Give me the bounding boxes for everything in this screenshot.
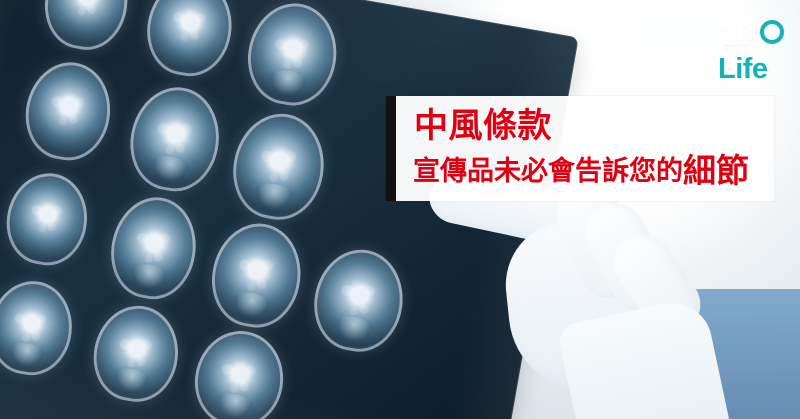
brain-scan (122, 80, 228, 198)
brain-scan (0, 166, 95, 272)
logo-number: 10 (722, 19, 784, 52)
brain-scan (0, 274, 80, 382)
headline-subtitle-emphasis: 細節 (683, 152, 749, 189)
headline-title: 中風條款 (414, 107, 552, 145)
headline-subtitle: 宣傳品未必會告訴您的細節 (413, 152, 749, 189)
brain-scan (37, 0, 136, 56)
headline-card: 中風條款 宣傳品未必會告訴您的細節 (386, 96, 774, 201)
xray-film (0, 0, 579, 419)
logo-circle-icon (759, 20, 784, 44)
brain-scan (86, 299, 186, 409)
brain-scan (139, 0, 240, 83)
logo-top-text: 10 (722, 19, 753, 52)
brain-scan (225, 106, 333, 227)
brain-scan (204, 216, 309, 335)
brain-scan (18, 55, 119, 167)
brain-scan (187, 323, 291, 419)
headline-subtitle-main: 宣傳品未必會告訴您的 (413, 156, 683, 186)
brand-logo-icon: 10 Life (718, 20, 788, 90)
headline-accent-bar (386, 96, 396, 201)
brain-scan (306, 242, 411, 359)
brain-scan (240, 0, 345, 113)
brain-scan (103, 190, 204, 306)
logo-bottom-text: Life (718, 53, 768, 85)
